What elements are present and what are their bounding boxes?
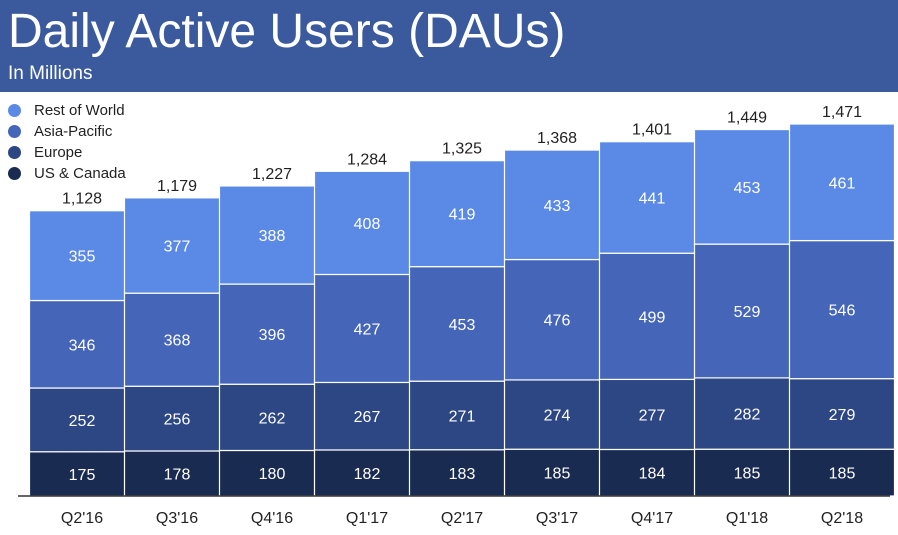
segment-value-label: 182 [354, 466, 381, 483]
legend-swatch-us-canada [8, 167, 21, 180]
legend-label: Rest of World [34, 102, 125, 119]
x-tick-label: Q2'16 [61, 510, 103, 527]
segment-value-label: 453 [734, 180, 761, 197]
total-value-label: 1,128 [62, 191, 102, 208]
segment-value-label: 427 [354, 321, 381, 338]
segment-value-label: 461 [829, 175, 856, 192]
x-tick-label: Q3'17 [536, 510, 578, 527]
segment-value-label: 476 [544, 313, 571, 330]
legend-label: Asia-Pacific [34, 123, 113, 140]
bar-segment [788, 378, 896, 450]
legend-label: Europe [34, 144, 83, 161]
segment-value-label: 453 [449, 317, 476, 334]
bar-segment [408, 160, 516, 268]
segment-value-label: 267 [354, 409, 381, 426]
bar-segment [598, 141, 706, 254]
bar-segment [313, 381, 421, 451]
bar-segment [313, 273, 421, 384]
bar-segment [503, 379, 611, 450]
segment-value-label: 185 [734, 466, 761, 483]
segment-value-label: 279 [829, 407, 856, 424]
segment-value-label: 184 [639, 466, 666, 483]
legend-item-europe: Europe [8, 142, 126, 163]
x-tick-label: Q4'17 [631, 510, 673, 527]
bar-segment [408, 449, 516, 497]
legend: Rest of World Asia-Pacific Europe US & C… [8, 100, 126, 184]
bar-segment [598, 378, 706, 451]
total-value-label: 1,325 [442, 141, 482, 158]
segment-value-label: 419 [449, 207, 476, 224]
bar-segment [693, 128, 801, 245]
segment-value-label: 282 [734, 407, 761, 424]
segment-value-label: 277 [639, 407, 666, 424]
total-value-label: 1,368 [537, 130, 577, 147]
x-tick-label: Q1'17 [346, 510, 388, 527]
chart-title: Daily Active Users (DAUs) [8, 5, 566, 58]
total-value-label: 1,227 [252, 166, 292, 183]
segment-value-label: 388 [259, 228, 286, 245]
segment-value-label: 441 [639, 190, 666, 207]
bar-segment [788, 239, 896, 380]
total-value-label: 1,179 [157, 178, 197, 195]
bar-segment [788, 123, 896, 242]
x-tick-label: Q1'18 [726, 510, 768, 527]
chart-subtitle: In Millions [8, 63, 93, 84]
legend-swatch-rest-of-world [8, 104, 21, 117]
segment-value-label: 185 [544, 466, 571, 483]
total-value-label: 1,449 [727, 110, 767, 127]
x-tick-label: Q3'16 [156, 510, 198, 527]
segment-value-label: 175 [69, 467, 96, 484]
bar-segment [218, 449, 326, 497]
segment-value-label: 529 [734, 304, 761, 321]
total-value-label: 1,401 [632, 122, 672, 139]
segment-value-label: 252 [69, 413, 96, 430]
segment-value-label: 433 [544, 198, 571, 215]
x-tick-label: Q2'18 [821, 510, 863, 527]
segment-value-label: 180 [259, 466, 286, 483]
segment-value-label: 499 [639, 309, 666, 326]
segment-value-label: 396 [259, 327, 286, 344]
bar-segment [598, 252, 706, 381]
bar-segment [218, 185, 326, 285]
legend-swatch-europe [8, 146, 21, 159]
legend-swatch-asia-pacific [8, 125, 21, 138]
bar-segment [693, 243, 801, 379]
bar-segment [218, 383, 326, 452]
legend-item-rest-of-world: Rest of World [8, 100, 126, 121]
segment-value-label: 546 [829, 303, 856, 320]
bar-segment [123, 197, 231, 294]
total-value-label: 1,471 [822, 104, 862, 121]
segment-value-label: 178 [164, 466, 191, 483]
segment-value-label: 256 [164, 412, 191, 429]
bar-segment [503, 258, 611, 381]
x-tick-label: Q4'16 [251, 510, 293, 527]
bar-segment [408, 380, 516, 451]
total-value-label: 1,284 [347, 151, 387, 168]
legend-item-us-canada: US & Canada [8, 163, 126, 184]
segment-value-label: 183 [449, 466, 476, 483]
legend-item-asia-pacific: Asia-Pacific [8, 121, 126, 142]
bar-segment [123, 450, 231, 497]
segment-value-label: 185 [829, 466, 856, 483]
segment-value-label: 262 [259, 410, 286, 427]
header-banner: Daily Active Users (DAUs) In Millions [0, 0, 898, 92]
bar-segment [28, 210, 136, 302]
bar-segment [408, 266, 516, 382]
segment-value-label: 346 [69, 337, 96, 354]
x-tick-label: Q2'17 [441, 510, 483, 527]
segment-value-label: 274 [544, 408, 571, 425]
legend-label: US & Canada [34, 165, 126, 182]
bar-segment [123, 385, 231, 452]
bar-segment [503, 149, 611, 261]
segment-value-label: 377 [164, 239, 191, 256]
segment-value-label: 408 [354, 216, 381, 233]
segment-value-label: 355 [69, 249, 96, 266]
bar-segment [788, 448, 896, 497]
bar-segment [693, 377, 801, 450]
segment-value-label: 368 [164, 333, 191, 350]
bar-segment [313, 170, 421, 276]
segment-value-label: 271 [449, 408, 476, 425]
